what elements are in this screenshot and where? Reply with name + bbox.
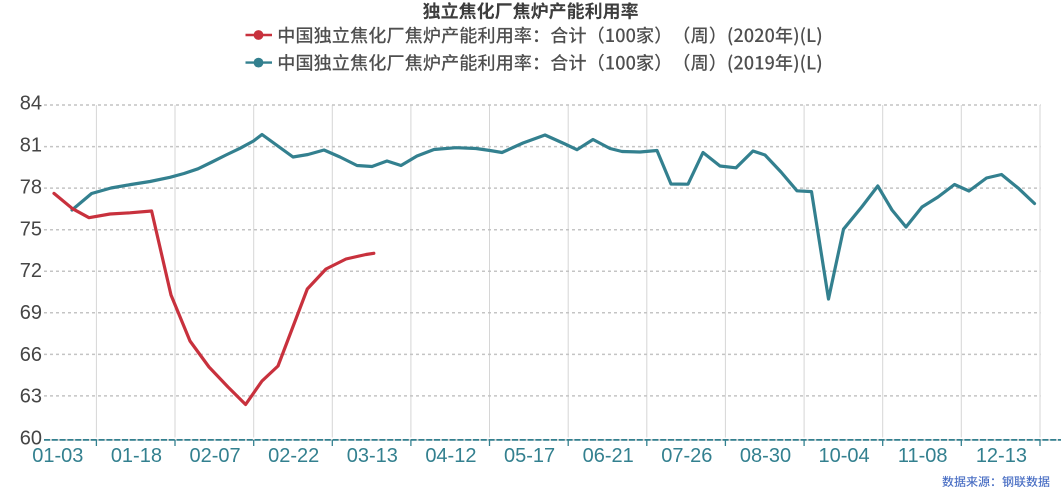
svg-text:03-13: 03-13: [347, 445, 398, 467]
svg-text:07-26: 07-26: [661, 445, 712, 467]
svg-text:78: 78: [20, 176, 42, 198]
svg-text:63: 63: [20, 386, 42, 408]
svg-text:04-12: 04-12: [425, 445, 476, 467]
svg-text:12-13: 12-13: [976, 445, 1027, 467]
svg-text:11-08: 11-08: [898, 445, 948, 467]
svg-text:02-07: 02-07: [190, 445, 241, 467]
svg-text:75: 75: [20, 218, 42, 240]
svg-text:84: 84: [20, 93, 42, 115]
svg-text:72: 72: [20, 260, 42, 282]
svg-text:66: 66: [20, 344, 42, 366]
svg-text:05-17: 05-17: [504, 445, 555, 467]
svg-text:08-30: 08-30: [740, 445, 791, 467]
svg-text:81: 81: [20, 135, 42, 157]
svg-text:06-21: 06-21: [583, 445, 634, 467]
svg-text:01-18: 01-18: [111, 445, 162, 467]
svg-text:02-22: 02-22: [268, 445, 319, 467]
svg-text:01-03: 01-03: [32, 445, 83, 467]
svg-text:60: 60: [20, 428, 42, 450]
svg-text:10-04: 10-04: [819, 445, 870, 467]
svg-text:69: 69: [20, 302, 42, 324]
